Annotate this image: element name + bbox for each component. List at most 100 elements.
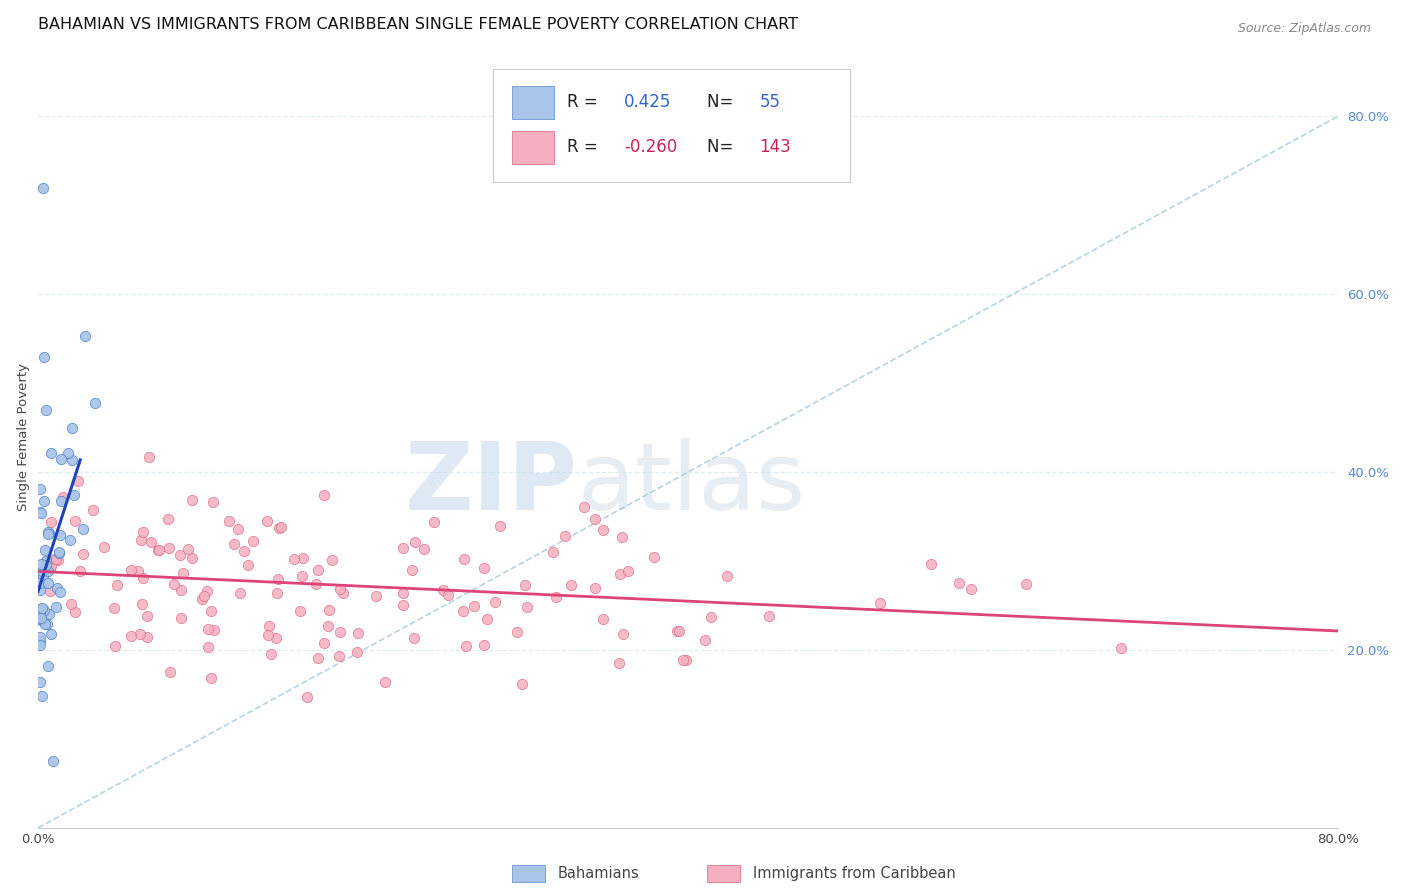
Point	[63, 605, 86, 619]
Point	[120, 629, 142, 643]
Point	[138, 450, 160, 464]
Point	[321, 553, 343, 567]
Point	[195, 584, 218, 599]
Point	[136, 609, 159, 624]
Point	[75, 328, 97, 343]
Point	[45, 599, 67, 614]
Point	[59, 533, 82, 547]
Point	[202, 494, 225, 508]
Point	[347, 625, 370, 640]
Text: BAHAMIAN VS IMMIGRANTS FROM CARIBBEAN SINGLE FEMALE POVERTY CORRELATION CHART: BAHAMIAN VS IMMIGRANTS FROM CARIBBEAN SI…	[38, 17, 799, 32]
Point	[45, 551, 67, 566]
Point	[948, 575, 970, 590]
Point	[544, 590, 567, 604]
Text: Bahamians: Bahamians	[558, 866, 640, 880]
Point	[484, 595, 506, 609]
Point	[132, 525, 155, 540]
Point	[489, 519, 512, 533]
Point	[560, 577, 582, 591]
Text: Source: ZipAtlas.com: Source: ZipAtlas.com	[1237, 22, 1371, 36]
Point	[128, 627, 150, 641]
Point	[454, 639, 477, 653]
Point	[267, 572, 290, 586]
Point	[346, 645, 368, 659]
Point	[28, 482, 51, 496]
Point	[200, 671, 222, 685]
Point	[103, 600, 125, 615]
Point	[180, 551, 202, 566]
Point	[316, 619, 339, 633]
Point	[72, 547, 94, 561]
Point	[392, 585, 415, 599]
Point	[163, 577, 186, 591]
Point	[30, 576, 52, 591]
Point	[60, 453, 83, 467]
Point	[256, 628, 278, 642]
Text: Immigrants from Caribbean: Immigrants from Caribbean	[752, 866, 956, 880]
Point	[121, 563, 143, 577]
Point	[35, 558, 58, 573]
Point	[318, 603, 340, 617]
Point	[159, 665, 181, 679]
Point	[453, 551, 475, 566]
Point	[413, 541, 436, 556]
Point	[35, 553, 58, 567]
Point	[28, 633, 51, 648]
Point	[34, 617, 56, 632]
Point	[305, 576, 328, 591]
Point	[148, 543, 170, 558]
Point	[242, 533, 264, 548]
Point	[920, 557, 942, 571]
Point	[35, 617, 58, 632]
Point	[28, 606, 51, 620]
Point	[643, 550, 665, 565]
Point	[39, 583, 62, 598]
Point	[233, 544, 256, 558]
Point	[257, 619, 280, 633]
Point	[31, 570, 53, 584]
Point	[49, 584, 72, 599]
Point	[197, 640, 219, 655]
Point	[31, 601, 53, 615]
Point	[51, 451, 73, 466]
Point	[48, 546, 70, 560]
Point	[30, 611, 52, 625]
Point	[30, 612, 52, 626]
Point	[401, 563, 423, 577]
Point	[312, 636, 335, 650]
Point	[31, 689, 53, 703]
Point	[541, 545, 564, 559]
FancyBboxPatch shape	[512, 864, 546, 882]
Point	[283, 552, 305, 566]
Point	[312, 488, 335, 502]
Point	[583, 512, 606, 526]
Point	[39, 515, 62, 529]
Point	[37, 565, 59, 579]
Point	[610, 530, 633, 544]
Y-axis label: Single Female Poverty: Single Female Poverty	[17, 363, 30, 510]
Point	[60, 420, 83, 434]
Point	[512, 677, 534, 691]
Point	[37, 525, 59, 540]
Point	[136, 631, 159, 645]
Point	[105, 577, 128, 591]
Text: R =: R =	[567, 138, 603, 156]
FancyBboxPatch shape	[512, 86, 554, 119]
Point	[28, 505, 51, 519]
Point	[38, 607, 60, 621]
Point	[329, 582, 352, 597]
Point	[264, 631, 287, 645]
Text: -0.260: -0.260	[624, 138, 678, 156]
FancyBboxPatch shape	[512, 130, 554, 163]
Point	[672, 653, 695, 667]
Point	[266, 585, 288, 599]
Point	[506, 624, 529, 639]
Point	[28, 583, 51, 598]
Point	[82, 503, 104, 517]
Point	[472, 639, 495, 653]
Point	[197, 622, 219, 636]
Point	[37, 527, 59, 541]
Point	[218, 514, 240, 528]
Point	[32, 493, 55, 508]
Point	[157, 511, 180, 525]
